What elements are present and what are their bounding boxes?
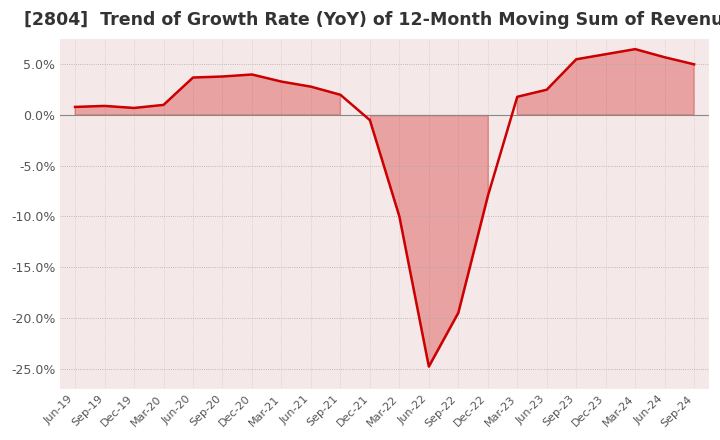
Title: [2804]  Trend of Growth Rate (YoY) of 12-Month Moving Sum of Revenues: [2804] Trend of Growth Rate (YoY) of 12-… xyxy=(24,11,720,29)
